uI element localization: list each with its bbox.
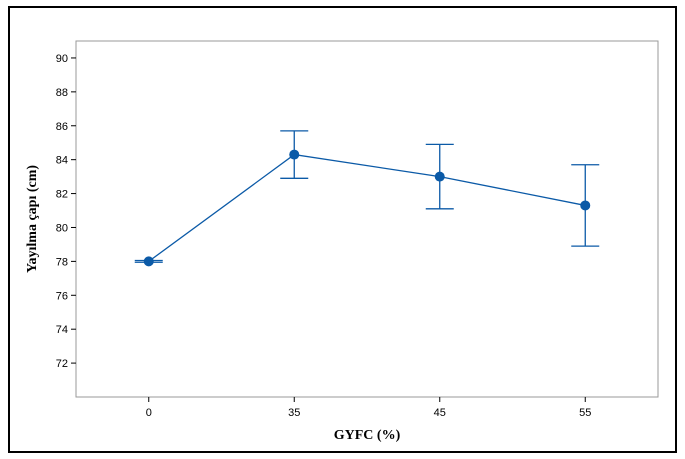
series-line [148, 153, 586, 262]
y-axis-title: Yayılma çapı (cm) [25, 165, 40, 273]
data-point [289, 149, 300, 160]
y-axis: 72 74 76 78 80 82 84 86 88 90 [56, 53, 76, 370]
chart-canvas: 72 74 76 78 80 82 84 86 88 90 0 35 45 55 GYFC (%) Ya… [25, 40, 659, 443]
x-tick-label: 45 [434, 407, 446, 419]
plot-area [75, 40, 659, 398]
y-tick-label: 90 [56, 53, 68, 65]
y-tick-label: 84 [56, 155, 68, 167]
y-tick-label: 72 [56, 358, 68, 370]
series-group [134, 130, 600, 267]
y-tick-label: 74 [56, 324, 68, 336]
y-tick-label: 86 [56, 121, 68, 133]
x-axis-title: GYFC (%) [334, 428, 401, 443]
chart-frame: 72 74 76 78 80 82 84 86 88 90 0 35 45 55 GYFC (%) Ya… [8, 6, 677, 453]
data-point [434, 171, 445, 182]
x-tick-label: 55 [579, 407, 591, 419]
y-tick-label: 80 [56, 222, 68, 234]
x-axis: 0 35 45 55 [146, 397, 591, 419]
data-point [580, 200, 591, 211]
y-tick-label: 88 [56, 87, 68, 99]
data-point [143, 256, 154, 267]
x-tick-label: 35 [288, 407, 300, 419]
x-tick-label: 0 [146, 407, 152, 419]
y-tick-label: 82 [56, 189, 68, 201]
y-tick-label: 76 [56, 290, 68, 302]
y-tick-label: 78 [56, 256, 68, 268]
